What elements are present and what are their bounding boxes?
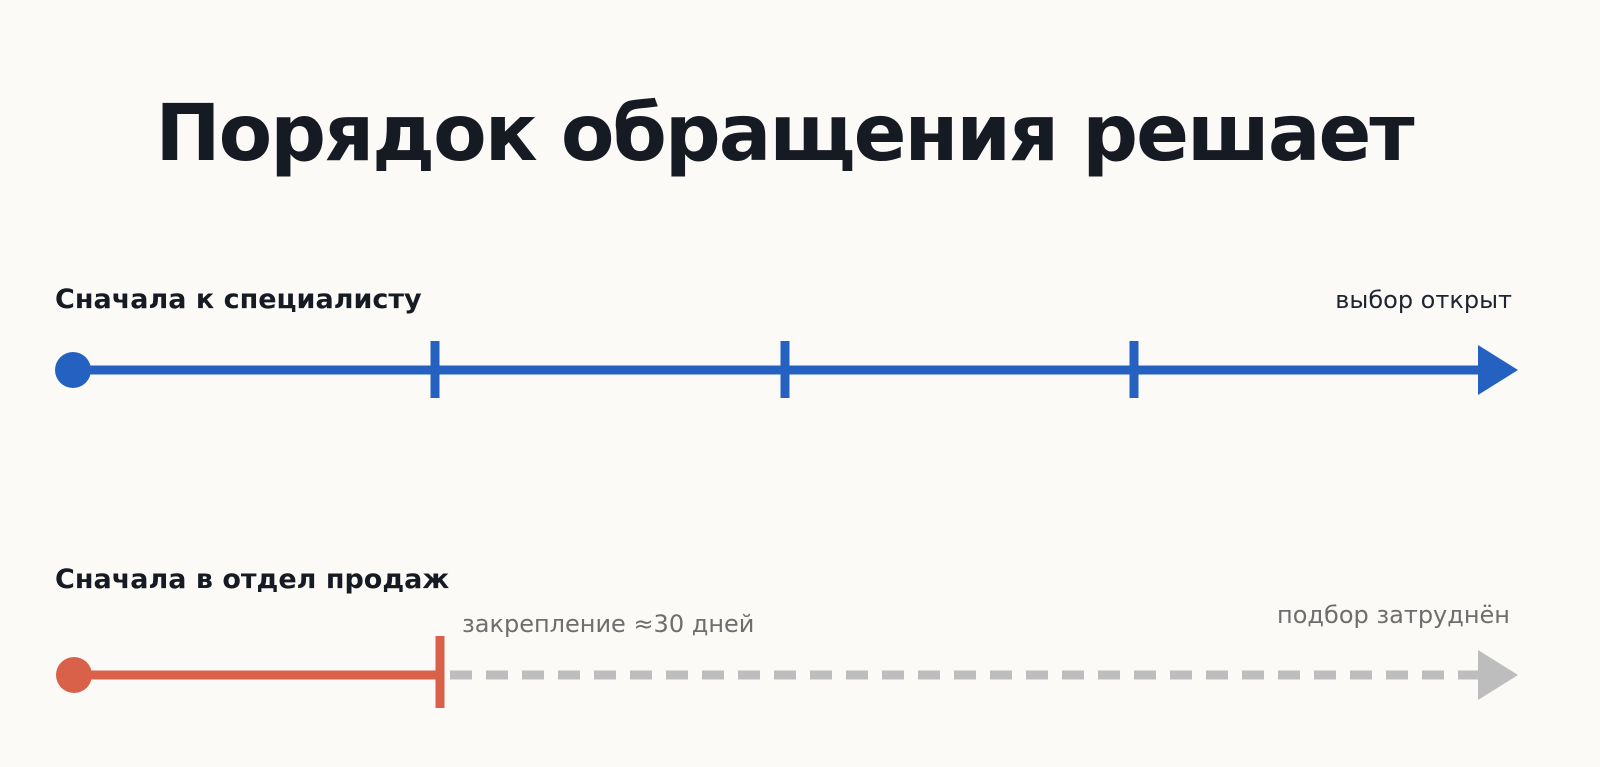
track-label: Сначала в отдел продаж [55, 564, 449, 595]
end-note: выбор открыт [1335, 286, 1512, 314]
end-note: подбор затруднён [1277, 601, 1510, 629]
blue-timeline [55, 341, 1518, 398]
track-label: Сначала к специалисту [55, 284, 422, 315]
mid-note: закрепление ≈30 дней [462, 610, 754, 638]
red-timeline [56, 636, 1518, 708]
title: Порядок обращения решает [155, 89, 1414, 179]
